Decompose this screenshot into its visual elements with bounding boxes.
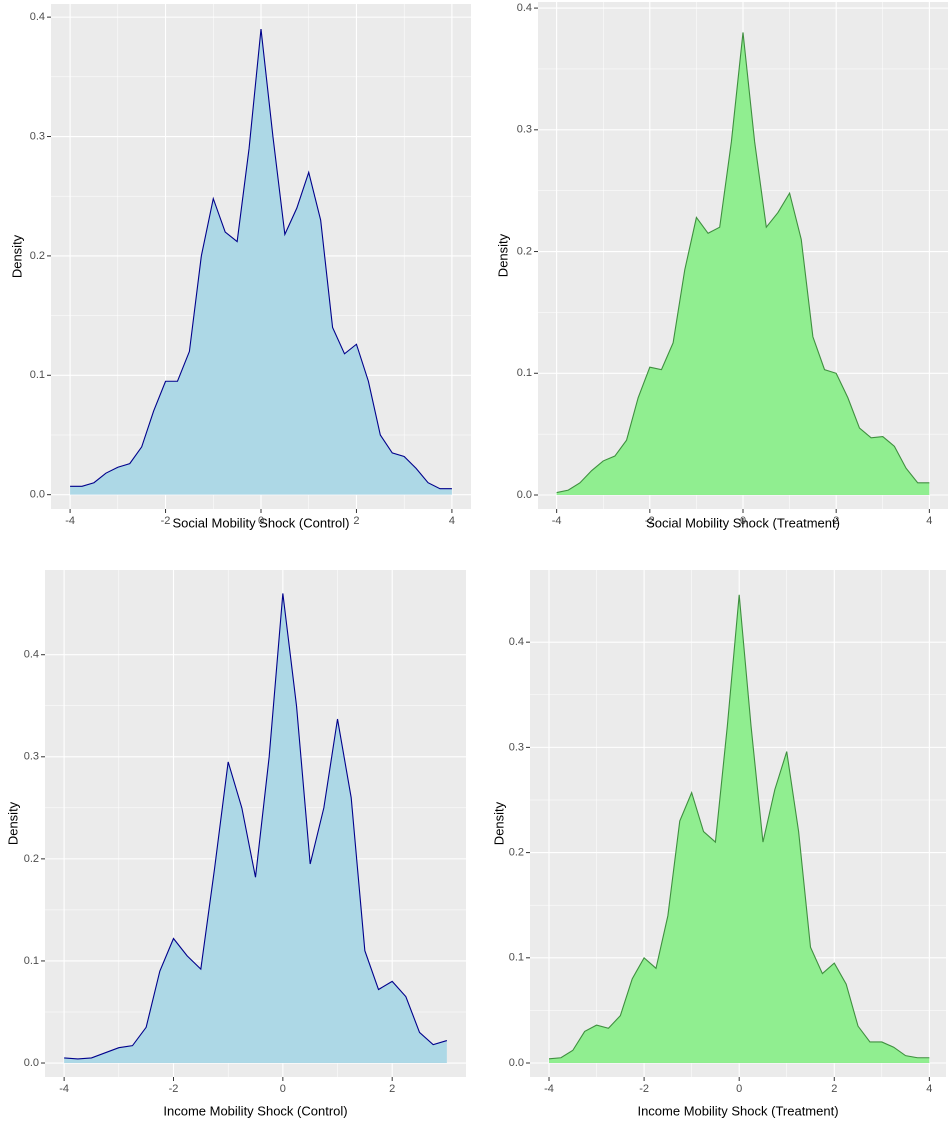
density-line (556, 32, 930, 494)
x-axis-label: Social Mobility Shock (Treatment) (646, 515, 840, 530)
density-area (556, 32, 930, 496)
x-tick-label: -4 (65, 515, 75, 527)
y-axis-label: Density (491, 801, 506, 845)
y-tick-label: 0.0 (24, 1057, 39, 1069)
x-tick-label: 0 (280, 1083, 286, 1095)
density-line (64, 593, 448, 1060)
y-tick-label: 0.2 (517, 245, 532, 257)
x-tick-label: 4 (449, 515, 455, 527)
y-tick-label: 0.4 (24, 649, 39, 661)
y-tick-label: 0.1 (30, 369, 45, 381)
x-tick-label: 0 (740, 515, 746, 527)
x-tick-label: -2 (645, 515, 655, 527)
x-tick-label: 2 (353, 515, 359, 527)
y-tick-label: 0.4 (517, 2, 532, 14)
y-tick-label: 0.2 (24, 853, 39, 865)
x-tick-label: -2 (639, 1083, 649, 1095)
x-tick-label: -2 (169, 1083, 179, 1095)
y-tick-label: 0.0 (509, 1057, 524, 1069)
x-tick-label: -4 (59, 1083, 69, 1095)
y-tick-label: 0.1 (517, 367, 532, 379)
y-axis-label: Density (495, 233, 510, 277)
y-tick-label: 0.3 (509, 741, 524, 753)
x-tick-label: 4 (926, 515, 932, 527)
y-tick-label: 0.4 (30, 11, 45, 23)
y-tick-label: 0.3 (30, 130, 45, 142)
y-tick-label: 0.1 (509, 952, 524, 964)
x-tick-label: -2 (161, 515, 171, 527)
x-tick-label: 0 (258, 515, 264, 527)
density-area (64, 593, 447, 1064)
x-tick-label: -4 (544, 1083, 554, 1095)
y-tick-label: 0.2 (30, 250, 45, 262)
panel: 0.0 0.1 0.2 0.3 0.4 -4 -2 0 2 Income Mobility Sho… (5, 570, 466, 1118)
density-area (549, 594, 930, 1064)
x-tick-label: 4 (926, 1083, 932, 1095)
x-axis-label: Income Mobility Shock (Control) (163, 1103, 347, 1118)
x-tick-label: 0 (736, 1083, 742, 1095)
y-tick-label: 0.0 (517, 489, 532, 501)
y-tick-label: 0.2 (509, 846, 524, 858)
density-line (70, 29, 452, 490)
panel: 0.0 0.1 0.2 0.3 0.4 -4 -2 0 2 4 Social Mobility Sh… (495, 2, 948, 530)
y-tick-label: 0.3 (517, 124, 532, 136)
panel: 0.0 0.1 0.2 0.3 0.4 -4 -2 0 2 4 Income Mobility Sh… (491, 570, 946, 1118)
y-tick-label: 0.1 (24, 955, 39, 967)
x-tick-label: 2 (831, 1083, 837, 1095)
y-axis-label: Density (5, 801, 20, 845)
x-axis-label: Social Mobility Shock (Control) (172, 515, 349, 530)
x-tick-label: -4 (552, 515, 562, 527)
y-tick-label: 0.0 (30, 489, 45, 501)
density-area (70, 29, 452, 495)
density-line (548, 594, 930, 1060)
x-axis-label: Income Mobility Shock (Treatment) (637, 1103, 838, 1118)
panel: 0.0 0.1 0.2 0.3 0.4 -4 -2 0 2 4 Social Mobility Sh… (9, 4, 471, 530)
x-tick-label: 2 (389, 1083, 395, 1095)
x-tick-label: 2 (833, 515, 839, 527)
y-tick-label: 0.4 (509, 636, 524, 648)
y-tick-label: 0.3 (24, 751, 39, 763)
y-axis-label: Density (9, 234, 24, 278)
